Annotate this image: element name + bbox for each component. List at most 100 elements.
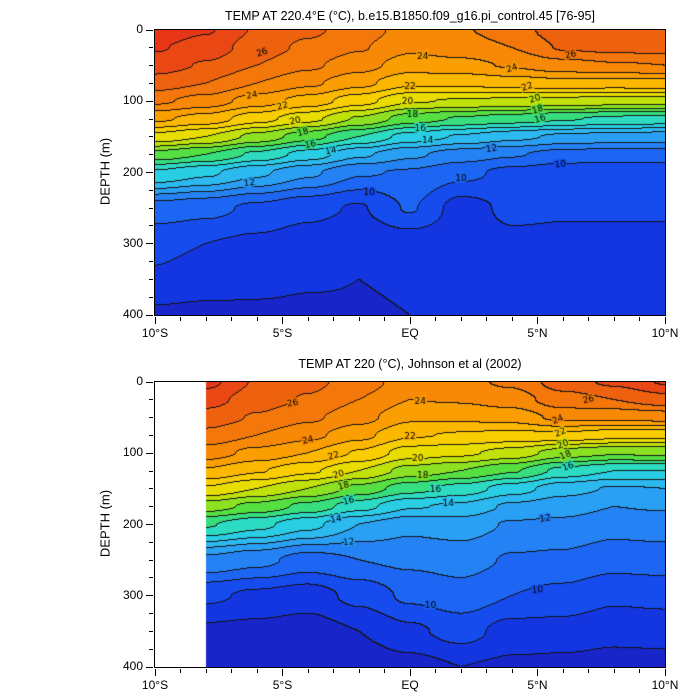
x-tick	[664, 317, 666, 324]
y-minor-tick	[149, 136, 153, 138]
x-minor-tick	[562, 669, 564, 673]
y-tick-label: 100	[122, 445, 143, 460]
x-minor-tick	[307, 317, 309, 321]
x-minor-tick	[231, 317, 232, 321]
x-tick	[154, 669, 156, 676]
x-minor-tick	[435, 669, 436, 673]
y-minor-tick	[149, 470, 153, 472]
y-minor-tick	[149, 207, 153, 209]
x-minor-tick	[205, 669, 207, 673]
x-tick	[537, 317, 538, 324]
y-minor-tick	[149, 506, 153, 508]
x-minor-tick	[460, 669, 462, 673]
y-tick	[146, 666, 153, 668]
y-tick-label: 200	[122, 516, 143, 531]
x-tick-label: 10°S	[141, 678, 169, 692]
y-minor-tick	[149, 225, 153, 227]
x-minor-tick	[588, 317, 589, 321]
contour-canvas-observations	[155, 382, 665, 667]
x-tick	[282, 317, 283, 324]
y-minor-tick	[149, 488, 153, 490]
x-minor-tick	[460, 317, 462, 321]
x-tick	[664, 669, 666, 676]
x-minor-tick	[256, 669, 258, 673]
x-minor-tick	[333, 317, 334, 321]
y-minor-tick	[149, 189, 153, 191]
y-tick-label: 200	[122, 164, 143, 179]
y-tick-label: 0	[136, 22, 143, 36]
y-minor-tick	[149, 47, 153, 49]
x-tick-label: 5°N	[527, 326, 548, 340]
x-tick	[409, 669, 411, 676]
y-minor-tick	[149, 613, 153, 615]
y-tick-label: 400	[122, 659, 143, 673]
x-tick	[409, 317, 411, 324]
x-tick	[154, 317, 156, 324]
y-minor-tick	[149, 559, 153, 561]
y-tick	[146, 381, 153, 383]
x-minor-tick	[333, 669, 334, 673]
x-minor-tick	[511, 317, 513, 321]
x-minor-tick	[613, 317, 615, 321]
y-tick	[146, 243, 153, 245]
x-minor-tick	[486, 669, 487, 673]
x-tick-label: 10°N	[651, 326, 679, 340]
y-minor-tick	[149, 541, 153, 543]
x-tick	[537, 669, 538, 676]
y-minor-tick	[149, 296, 153, 298]
x-tick-label: EQ	[401, 678, 419, 692]
panel-model-plot-frame	[154, 29, 666, 316]
y-tick-label: 0	[136, 374, 143, 388]
y-tick-label: 400	[122, 307, 143, 321]
x-tick-label: 5°S	[272, 678, 293, 692]
x-minor-tick	[180, 669, 181, 673]
x-minor-tick	[511, 669, 513, 673]
x-minor-tick	[639, 317, 640, 321]
panel-model-title: TEMP AT 220.4°E (°C), b.e15.B1850.f09_g1…	[225, 9, 595, 23]
panel-observations-title: TEMP AT 220 (°C), Johnson et al (2002)	[298, 357, 522, 371]
y-minor-tick	[149, 399, 153, 401]
x-tick-label: 5°S	[272, 326, 293, 340]
y-tick	[146, 452, 153, 454]
y-tick	[146, 314, 153, 316]
y-minor-tick	[149, 417, 153, 419]
y-minor-tick	[149, 278, 153, 280]
panel-observations-plot-frame	[154, 381, 666, 668]
y-tick-label: 100	[122, 93, 143, 108]
y-minor-tick	[149, 261, 153, 263]
y-minor-tick	[149, 577, 153, 579]
x-minor-tick	[435, 317, 436, 321]
x-minor-tick	[205, 317, 207, 321]
y-tick	[146, 524, 153, 525]
x-minor-tick	[256, 317, 258, 321]
y-minor-tick	[149, 118, 153, 120]
y-minor-tick	[149, 630, 153, 632]
x-minor-tick	[180, 317, 181, 321]
x-tick-label: 10°N	[651, 678, 679, 692]
y-minor-tick	[149, 434, 153, 436]
y-minor-tick	[149, 82, 153, 84]
y-tick-label: 300	[122, 587, 143, 602]
x-minor-tick	[384, 317, 385, 321]
y-tick	[146, 595, 153, 597]
y-minor-tick	[149, 648, 153, 650]
x-minor-tick	[486, 317, 487, 321]
x-tick-label: 10°S	[141, 326, 169, 340]
y-minor-tick	[149, 65, 153, 67]
x-minor-tick	[613, 669, 615, 673]
y-minor-tick	[149, 154, 153, 156]
y-tick	[146, 29, 153, 31]
x-minor-tick	[307, 669, 309, 673]
x-tick-label: EQ	[401, 326, 419, 340]
x-minor-tick	[639, 669, 640, 673]
x-minor-tick	[384, 669, 385, 673]
contour-canvas-model	[155, 30, 665, 315]
x-minor-tick	[588, 669, 589, 673]
x-tick-label: 5°N	[527, 678, 548, 692]
x-tick	[282, 669, 283, 676]
y-tick	[146, 100, 153, 102]
y-tick	[146, 172, 153, 173]
